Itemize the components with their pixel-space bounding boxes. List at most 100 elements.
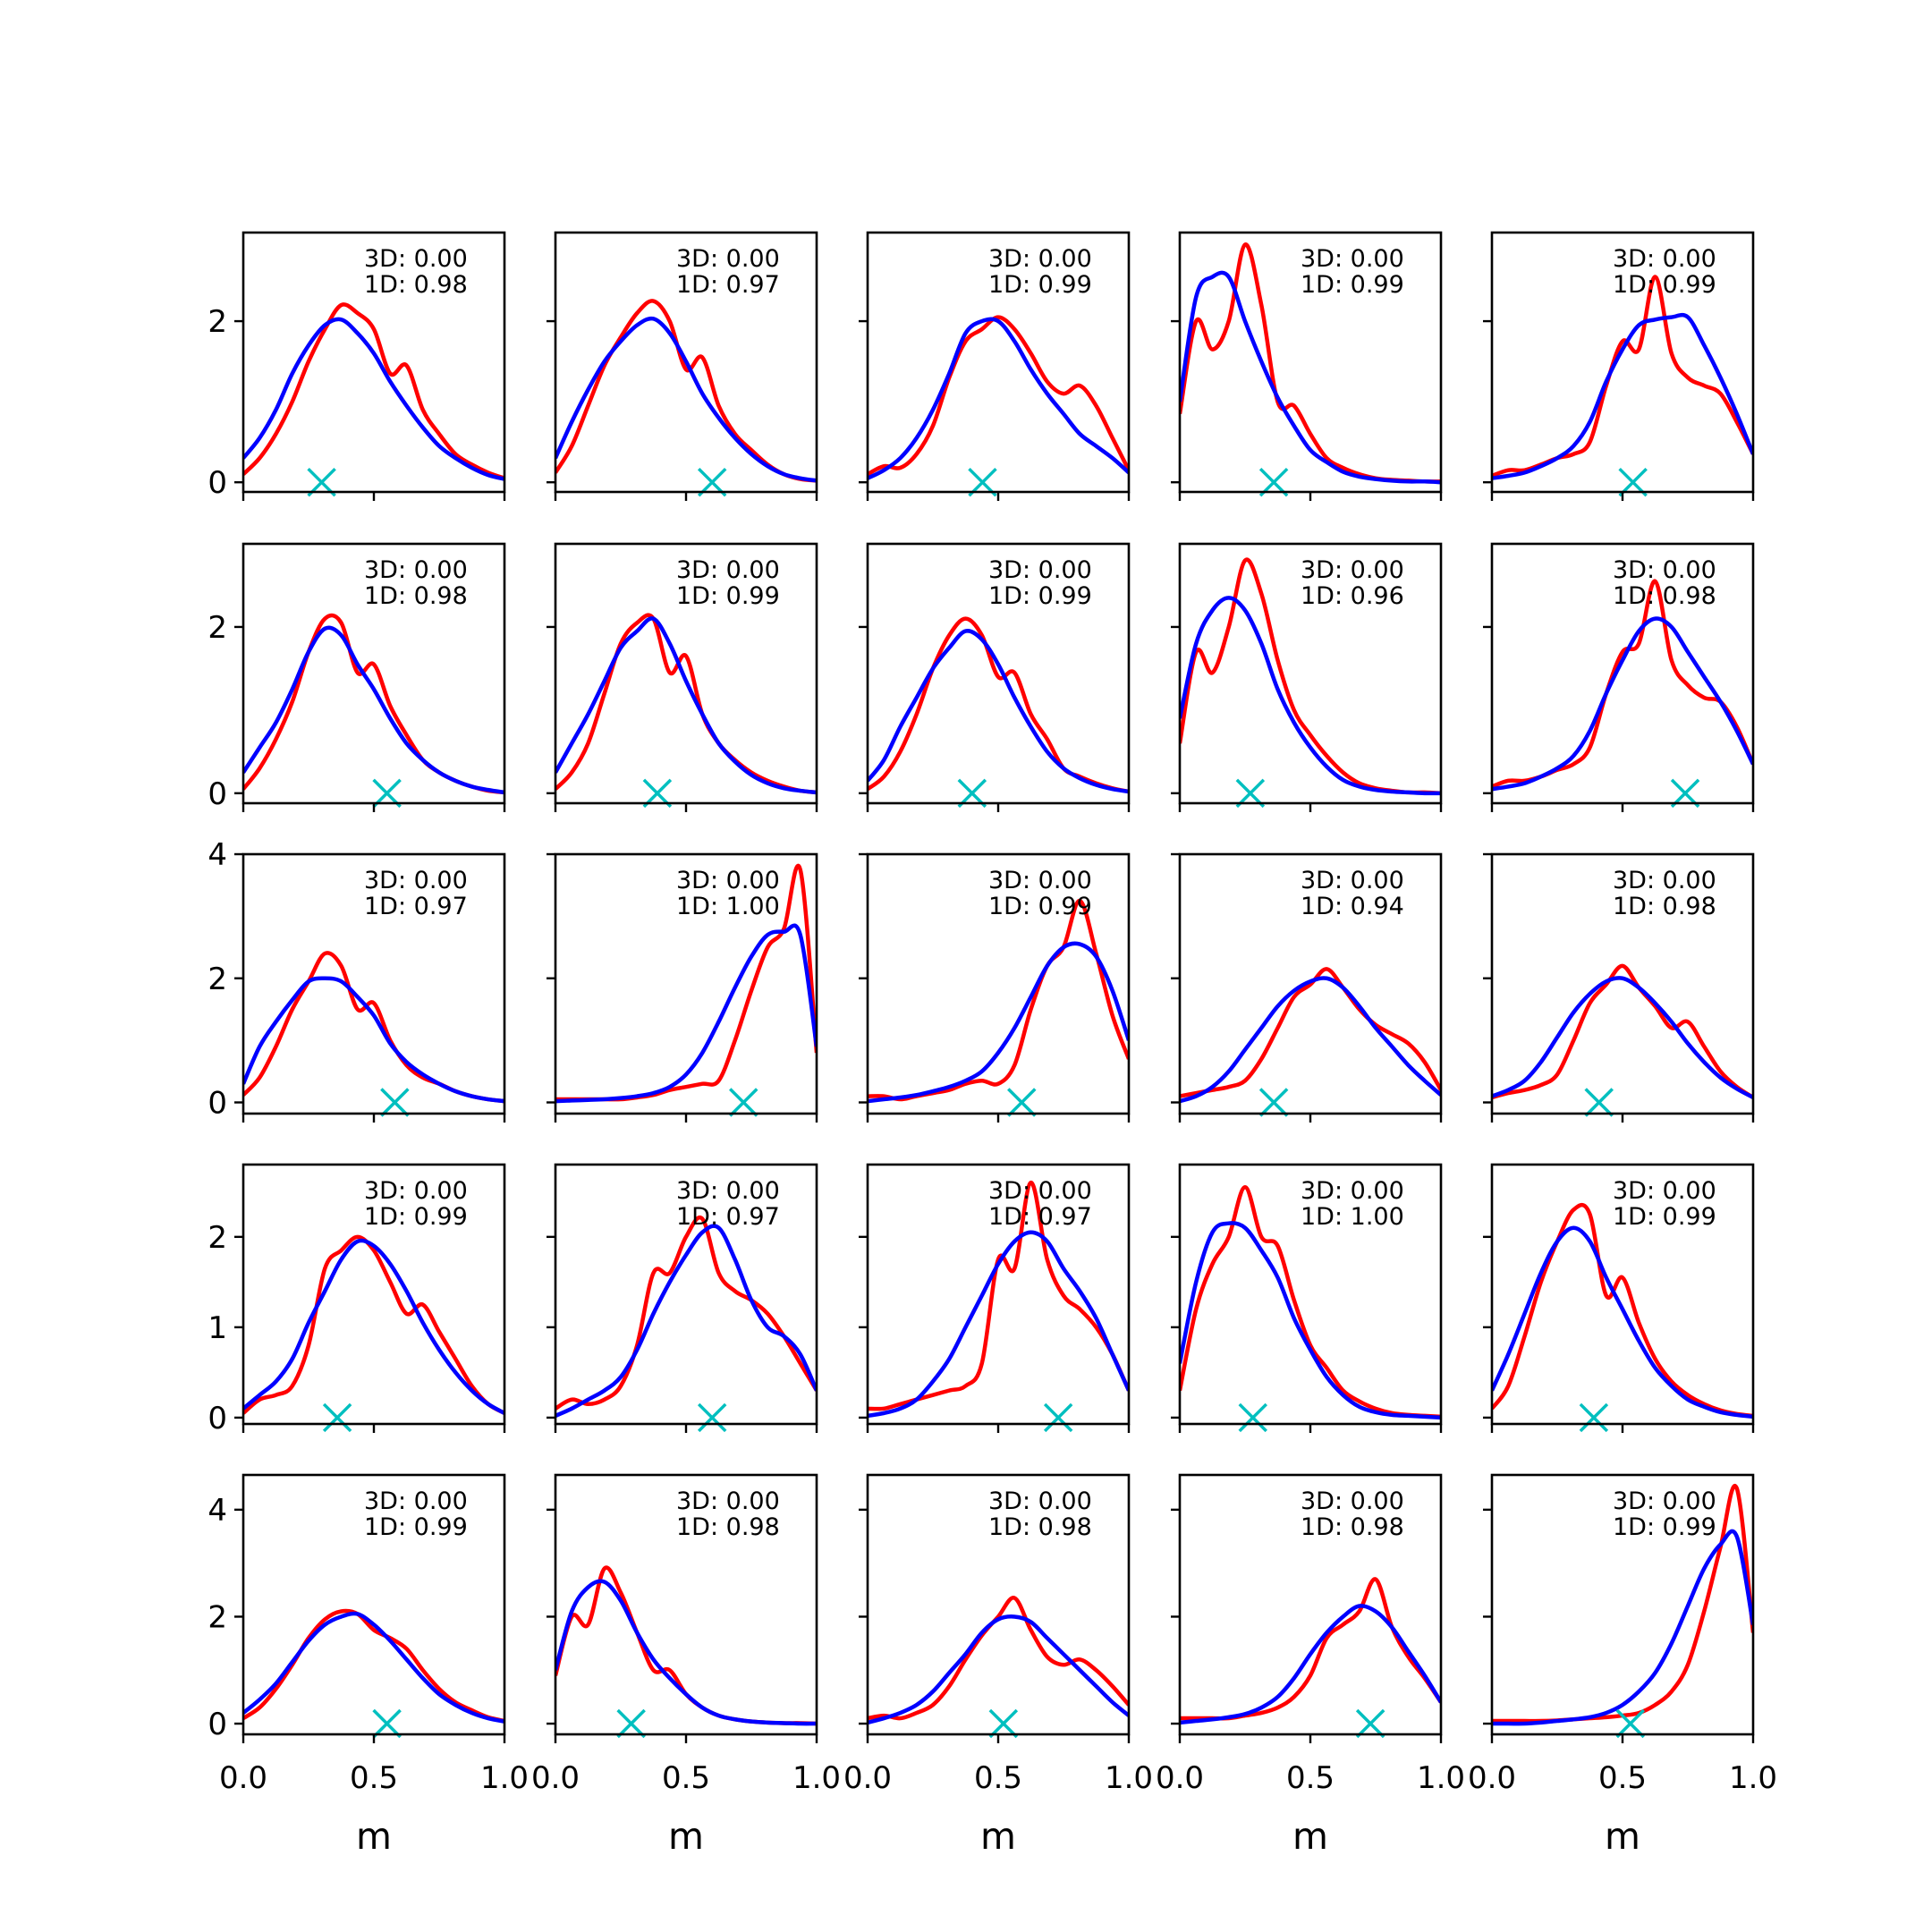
red-density-line [555,1565,817,1726]
red-density-line [868,315,1129,477]
marker-x-icon [1238,1402,1267,1433]
y-tick-label: 2 [208,1599,227,1635]
annotation-1d: 1D: 0.94 [1301,893,1404,920]
annotation-1d: 1D: 0.98 [364,271,468,299]
marker-x-icon [1258,1088,1289,1117]
y-tick-label: 0 [208,1401,227,1436]
blue-density-line [555,1579,817,1726]
red-density-line [1492,963,1753,1100]
x-tick-label: 1.0 [1105,1760,1153,1796]
annotation-3d: 3D: 0.00 [364,245,468,273]
red-density-line [243,613,504,795]
red-density-line [868,616,1129,794]
red-density-line [868,898,1129,1102]
annotation-3d: 3D: 0.00 [364,1487,468,1515]
blue-density-line [868,1230,1129,1419]
annotation-3d: 3D: 0.00 [1301,867,1404,894]
annotation-3d: 3D: 0.00 [988,245,1092,273]
marker-x-icon [729,1088,758,1117]
blue-density-line [1180,976,1441,1104]
blue-density-line [1492,616,1753,792]
annotation-1d: 1D: 0.97 [676,1203,780,1231]
annotation-3d: 3D: 0.00 [1613,556,1716,584]
annotation-3d: 3D: 0.00 [676,556,780,584]
annotation-3d: 3D: 0.00 [676,1487,780,1515]
annotation-3d: 3D: 0.00 [1301,1177,1404,1205]
x-tick-label: 0.0 [531,1760,580,1796]
blue-density-line [868,629,1129,794]
x-tick-label: 0.0 [1468,1760,1516,1796]
red-density-line [243,1608,504,1724]
annotation-1d: 1D: 0.97 [988,1203,1092,1231]
marker-x-icon [697,1402,727,1433]
marker-x-icon [1355,1708,1385,1739]
annotation-3d: 3D: 0.00 [988,1177,1092,1205]
blue-density-line [1180,596,1441,796]
annotation-1d: 1D: 0.99 [988,582,1092,610]
red-density-line [555,299,817,483]
y-tick-label: 4 [208,837,227,873]
blue-density-line [1180,1604,1441,1725]
annotation-3d: 3D: 0.00 [1301,556,1404,584]
x-tick-label: 1.0 [480,1760,529,1796]
x-tick-label: 0.5 [350,1760,398,1796]
red-density-line [1180,967,1441,1098]
x-tick-label: 0.0 [1156,1760,1204,1796]
annotation-1d: 1D: 0.99 [1613,1203,1716,1231]
marker-x-icon [322,1402,352,1433]
x-tick-label: 1.0 [792,1760,841,1796]
annotation-1d: 1D: 0.98 [988,1513,1092,1541]
y-tick-label: 2 [208,962,227,997]
blue-density-line [555,923,817,1104]
blue-density-line [1180,270,1441,485]
annotation-3d: 3D: 0.00 [364,867,468,894]
annotation-1d: 1D: 0.99 [1613,271,1716,299]
x-tick-label: 0.5 [662,1760,710,1796]
annotation-1d: 1D: 0.99 [1301,271,1404,299]
blue-density-line [243,1611,504,1724]
x-tick-label: 0.5 [1286,1760,1335,1796]
annotation-1d: 1D: 0.99 [676,582,780,610]
y-tick-label: 0 [208,1086,227,1122]
blue-density-line [555,1224,817,1418]
blue-density-line [868,317,1129,480]
y-tick-label: 2 [208,610,227,646]
blue-density-line [555,316,817,483]
red-density-line [243,951,504,1104]
x-tick-label: 0.0 [219,1760,267,1796]
blue-density-line [1492,1225,1753,1419]
blue-density-line [243,317,504,481]
y-tick-label: 4 [208,1493,227,1529]
annotation-1d: 1D: 0.98 [1301,1513,1404,1541]
marker-x-icon [1579,1402,1609,1433]
annotation-3d: 3D: 0.00 [1613,1487,1716,1515]
marker-x-icon [616,1708,646,1739]
blue-density-line [1180,1221,1441,1420]
annotation-1d: 1D: 0.98 [1613,893,1716,920]
red-density-line [1492,275,1753,479]
annotation-3d: 3D: 0.00 [676,245,780,273]
annotation-3d: 3D: 0.00 [988,1487,1092,1515]
red-density-line [1492,579,1753,789]
annotation-3d: 3D: 0.00 [1613,1177,1716,1205]
annotation-1d: 1D: 0.99 [1613,1513,1716,1541]
y-tick-label: 0 [208,1707,227,1742]
x-axis-label: m [980,1815,1016,1858]
